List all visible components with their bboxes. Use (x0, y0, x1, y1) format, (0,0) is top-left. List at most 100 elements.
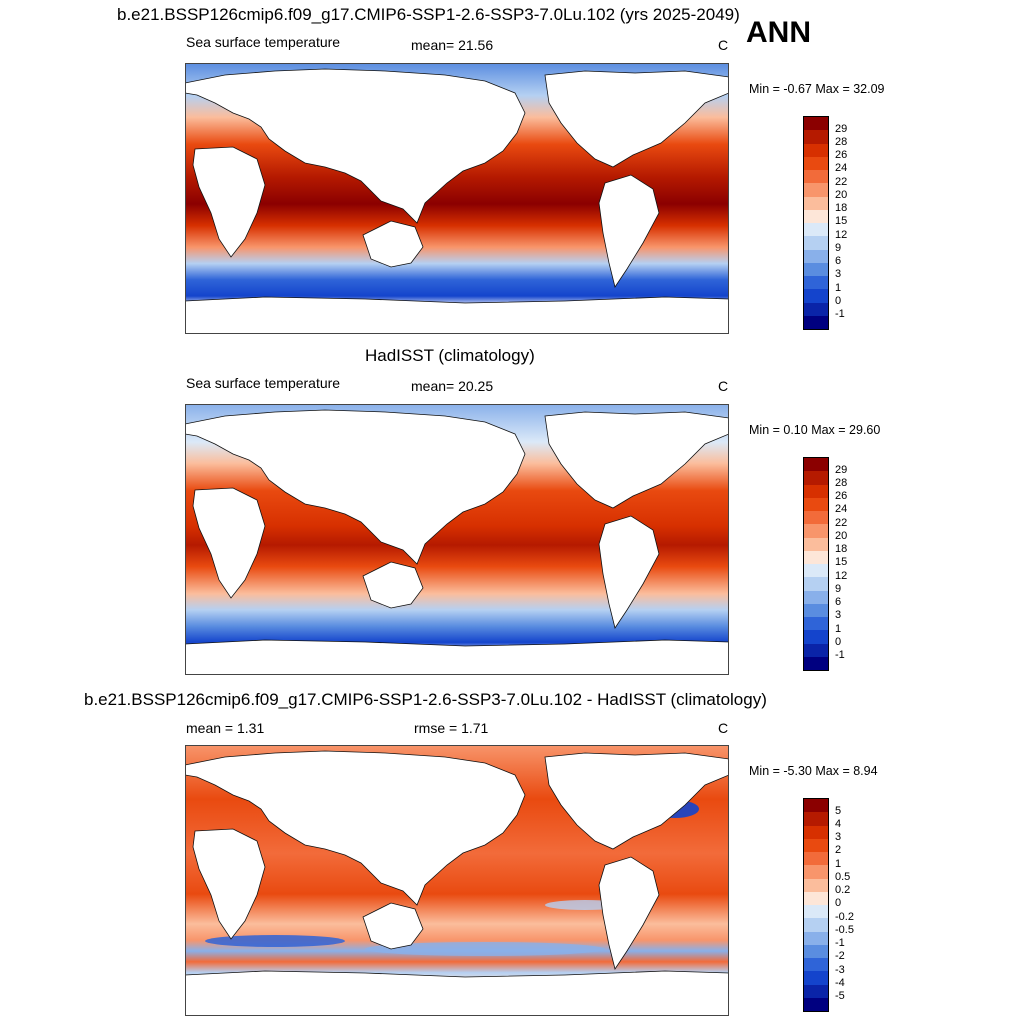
colorbar-tick: 9 (835, 583, 842, 595)
colorbar-swatch (804, 249, 828, 263)
colorbar-tick: 3 (835, 268, 842, 280)
colorbar-swatch (804, 918, 828, 932)
panel-title: HadISST (climatology) (365, 346, 535, 365)
colorbar-swatch (804, 196, 828, 210)
colorbar-swatch (804, 852, 828, 866)
colorbar-tick: -3 (835, 964, 845, 976)
colorbar-swatch (804, 799, 828, 813)
colorbar-swatch (804, 289, 828, 303)
sst-difference-map (185, 745, 729, 1016)
panel-title: b.e21.BSSP126cmip6.f09_g17.CMIP6-SSP1-2.… (84, 690, 767, 709)
panel-title: b.e21.BSSP126cmip6.f09_g17.CMIP6-SSP1-2.… (117, 5, 740, 24)
colorbar-swatch (804, 931, 828, 945)
colorbar-swatch (804, 564, 828, 578)
colorbar-swatch (804, 630, 828, 644)
colorbar-swatch (804, 156, 828, 170)
colorbar-swatch (804, 537, 828, 551)
colorbar-tick: 1 (835, 858, 842, 870)
colorbar-tick: 28 (835, 477, 848, 489)
colorbar-swatch (804, 838, 828, 852)
colorbar-tick: 9 (835, 242, 842, 254)
colorbar-tick: 0 (835, 897, 842, 909)
colorbar-tick: 29 (835, 123, 848, 135)
colorbar-tick: 1 (835, 282, 842, 294)
colorbar-tick: 28 (835, 136, 848, 148)
colorbar-swatch (804, 143, 828, 157)
mean-stat: mean = 1.31 (186, 720, 265, 736)
colorbar-swatch (804, 511, 828, 525)
colorbar-tick: 0.5 (835, 871, 851, 883)
colorbar-swatch (804, 550, 828, 564)
colorbar-tick: -4 (835, 977, 845, 989)
colorbar-tick: -1 (835, 937, 845, 949)
colorbar-tick: 29 (835, 464, 848, 476)
colorbar-tick: -1 (835, 308, 845, 320)
variable-label: Sea surface temperature (186, 34, 341, 50)
colorbar-tick: 12 (835, 229, 848, 241)
colorbar-swatch (804, 944, 828, 958)
colorbar-swatch (804, 825, 828, 839)
colorbar-swatch (804, 276, 828, 290)
colorbar-tick: 0 (835, 636, 842, 648)
colorbar-swatch (804, 117, 828, 131)
colorbar-tick: 12 (835, 570, 848, 582)
colorbar-tick: 15 (835, 556, 848, 568)
colorbar-tick: -0.5 (835, 924, 854, 936)
min-max-label: Min = 0.10 Max = 29.60 (749, 423, 881, 437)
colorbar-tick: 24 (835, 162, 848, 174)
colorbar-tick: 18 (835, 543, 848, 555)
colorbar-swatch (804, 812, 828, 826)
colorbar-tick: 6 (835, 596, 842, 608)
colorbar-swatch (804, 603, 828, 617)
colorbar-swatch (804, 130, 828, 144)
colorbar-swatch (804, 891, 828, 905)
colorbar-swatch (804, 577, 828, 591)
colorbar-tick: 3 (835, 609, 842, 621)
colorbar-swatch (804, 497, 828, 511)
colorbar-swatch (804, 458, 828, 472)
colorbar-tick: 5 (835, 805, 842, 817)
colorbar-swatch (804, 524, 828, 538)
colorbar-tick: -0.2 (835, 911, 854, 923)
colorbar-tick: 24 (835, 503, 848, 515)
mean-stat: mean= 21.56 (411, 37, 494, 53)
colorbar-swatch (804, 590, 828, 604)
colorbar-tick: 3 (835, 831, 842, 843)
colorbar-swatch (804, 617, 828, 631)
colorbar-tick: 15 (835, 215, 848, 227)
units-label: C (718, 37, 729, 53)
colorbar-swatch (804, 643, 828, 657)
colorbar-tick: 1 (835, 623, 842, 635)
colorbar-swatch (804, 315, 828, 329)
colorbar-swatch (804, 223, 828, 237)
colorbar-tick: 20 (835, 530, 848, 542)
variable-label: Sea surface temperature (186, 375, 341, 391)
colorbar-swatch (804, 170, 828, 184)
min-max-label: Min = -5.30 Max = 8.94 (749, 764, 878, 778)
colorbar-tick: 20 (835, 189, 848, 201)
colorbar-swatch (804, 209, 828, 223)
colorbar-model (803, 116, 829, 330)
rmse-stat: rmse = 1.71 (414, 720, 489, 736)
colorbar-swatches (804, 458, 828, 670)
colorbar-swatch (804, 984, 828, 998)
colorbar-tick: 26 (835, 149, 848, 161)
colorbar-tick: 18 (835, 202, 848, 214)
colorbar-tick: -2 (835, 950, 845, 962)
colorbar-tick: 0.2 (835, 884, 851, 896)
units-label: C (718, 720, 729, 736)
colorbar-swatch (804, 471, 828, 485)
sst-map-obs (185, 404, 729, 675)
colorbar-tick: 0 (835, 295, 842, 307)
colorbar-swatch (804, 865, 828, 879)
colorbar-swatch (804, 958, 828, 972)
colorbar-tick: -5 (835, 990, 845, 1002)
colorbar-tick: 22 (835, 517, 848, 529)
colorbar-swatch (804, 183, 828, 197)
colorbar-swatch (804, 656, 828, 670)
colorbar-swatch (804, 262, 828, 276)
colorbar-swatch (804, 236, 828, 250)
season-label: ANN (746, 16, 811, 49)
colorbar-tick: 22 (835, 176, 848, 188)
colorbar-tick: 26 (835, 490, 848, 502)
